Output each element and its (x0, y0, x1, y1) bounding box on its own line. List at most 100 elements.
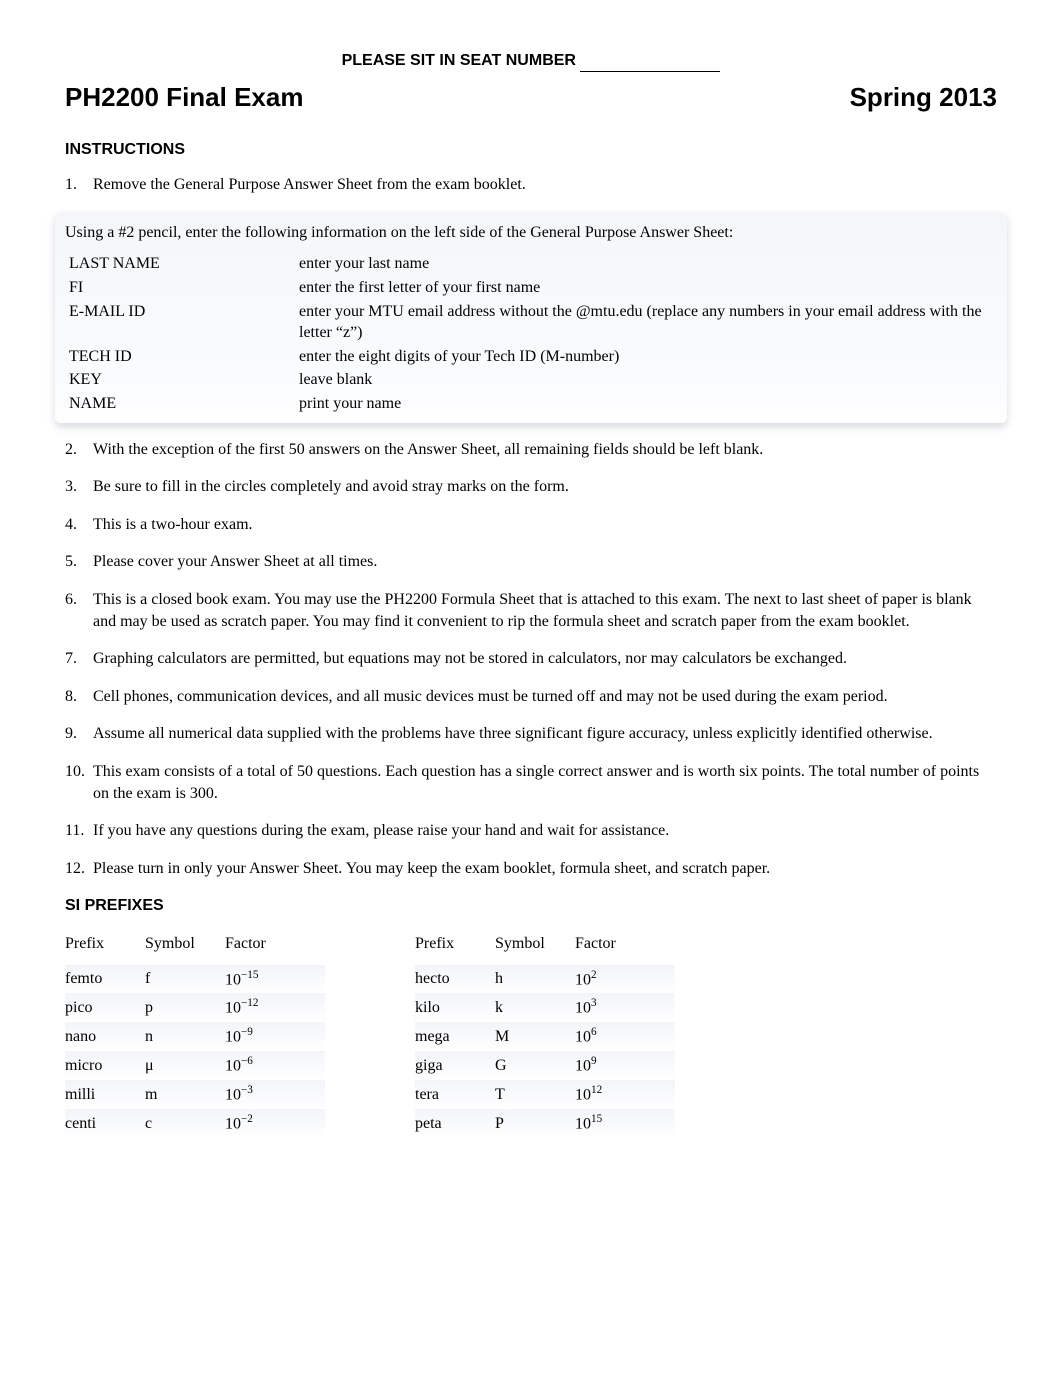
title-row: PH2200 Final Exam Spring 2013 (65, 80, 997, 115)
table-header-row: Prefix Symbol Factor (415, 931, 675, 965)
cell-prefix: milli (65, 1080, 145, 1109)
cell-symbol: c (145, 1109, 225, 1138)
si-prefix-table-left: Prefix Symbol Factor femto f 10−15 pico … (65, 931, 325, 1138)
factor-base: 10 (575, 1115, 591, 1132)
cell-prefix: nano (65, 1022, 145, 1051)
cell-factor: 10−6 (225, 1051, 325, 1080)
field-label: NAME (69, 393, 299, 415)
seat-number-blank (580, 71, 720, 72)
cell-symbol: n (145, 1022, 225, 1051)
cell-factor: 10−9 (225, 1022, 325, 1051)
cell-factor: 10−12 (225, 993, 325, 1022)
instruction-item: This exam consists of a total of 50 ques… (65, 761, 997, 804)
cell-factor: 109 (575, 1051, 675, 1080)
cell-prefix: giga (415, 1051, 495, 1080)
instruction-text: Be sure to fill in the circles completel… (93, 478, 569, 495)
field-desc: enter the first letter of your first nam… (299, 277, 997, 299)
field-label: E-MAIL ID (69, 301, 299, 344)
instruction-text: This is a closed book exam. You may use … (93, 591, 972, 630)
table-row: peta P 1015 (415, 1109, 675, 1138)
si-prefixes-heading: SI PREFIXES (65, 895, 997, 917)
factor-base: 10 (225, 971, 241, 988)
field-desc: enter your MTU email address without the… (299, 301, 997, 344)
table-row: nano n 10−9 (65, 1022, 325, 1051)
cell-prefix: pico (65, 993, 145, 1022)
seat-label: PLEASE SIT IN SEAT NUMBER (342, 52, 576, 69)
instruction-text: With the exception of the first 50 answe… (93, 441, 763, 458)
instruction-text: Please turn in only your Answer Sheet. Y… (93, 860, 770, 877)
cell-factor: 10−3 (225, 1080, 325, 1109)
instruction-text: Cell phones, communication devices, and … (93, 688, 888, 705)
field-row: FI enter the first letter of your first … (69, 277, 997, 299)
field-table: LAST NAME enter your last name FI enter … (69, 253, 997, 414)
cell-prefix: tera (415, 1080, 495, 1109)
field-row: KEY leave blank (69, 369, 997, 391)
table-row: milli m 10−3 (65, 1080, 325, 1109)
instruction-item: Remove the General Purpose Answer Sheet … (65, 174, 997, 196)
instruction-item: Using a #2 pencil, enter the following i… (65, 222, 997, 415)
table-header-row: Prefix Symbol Factor (65, 931, 325, 965)
factor-base: 10 (225, 1087, 241, 1104)
factor-base: 10 (225, 1115, 241, 1132)
factor-base: 10 (575, 1029, 591, 1046)
table-row: micro μ 10−6 (65, 1051, 325, 1080)
cell-symbol: p (145, 993, 225, 1022)
col-header-symbol: Symbol (145, 931, 225, 965)
instruction-item: Cell phones, communication devices, and … (65, 686, 997, 708)
factor-exp: −9 (241, 1026, 253, 1038)
instruction-text: This exam consists of a total of 50 ques… (93, 763, 979, 802)
si-prefix-table-right: Prefix Symbol Factor hecto h 102 kilo k … (415, 931, 675, 1138)
factor-base: 10 (225, 1000, 241, 1017)
cell-prefix: micro (65, 1051, 145, 1080)
instruction-item: This is a two-hour exam. (65, 514, 997, 536)
instruction-item: With the exception of the first 50 answe… (65, 439, 997, 461)
instruction-text: Assume all numerical data supplied with … (93, 725, 933, 742)
cell-prefix: peta (415, 1109, 495, 1138)
factor-exp: 6 (591, 1026, 597, 1038)
cell-factor: 102 (575, 965, 675, 994)
cell-symbol: G (495, 1051, 575, 1080)
cell-prefix: femto (65, 965, 145, 994)
cell-factor: 103 (575, 993, 675, 1022)
cell-prefix: mega (415, 1022, 495, 1051)
cell-factor: 10−15 (225, 965, 325, 994)
instruction-item: Please cover your Answer Sheet at all ti… (65, 551, 997, 573)
instruction-text: This is a two-hour exam. (93, 516, 253, 533)
cell-prefix: hecto (415, 965, 495, 994)
col-header-symbol: Symbol (495, 931, 575, 965)
factor-exp: −12 (241, 997, 259, 1009)
col-header-prefix: Prefix (415, 931, 495, 965)
field-row: NAME print your name (69, 393, 997, 415)
term-title: Spring 2013 (850, 80, 997, 115)
field-label: KEY (69, 369, 299, 391)
cell-symbol: h (495, 965, 575, 994)
instruction-item: Assume all numerical data supplied with … (65, 723, 997, 745)
factor-base: 10 (225, 1058, 241, 1075)
instruction-text: Graphing calculators are permitted, but … (93, 650, 847, 667)
cell-symbol: μ (145, 1051, 225, 1080)
table-row: hecto h 102 (415, 965, 675, 994)
instruction-item: Graphing calculators are permitted, but … (65, 648, 997, 670)
cell-symbol: m (145, 1080, 225, 1109)
instruction-item: This is a closed book exam. You may use … (65, 589, 997, 632)
table-row: femto f 10−15 (65, 965, 325, 994)
factor-base: 10 (575, 971, 591, 988)
cell-symbol: M (495, 1022, 575, 1051)
cell-prefix: kilo (415, 993, 495, 1022)
col-header-prefix: Prefix (65, 931, 145, 965)
table-row: kilo k 103 (415, 993, 675, 1022)
field-row: TECH ID enter the eight digits of your T… (69, 346, 997, 368)
table-row: centi c 10−2 (65, 1109, 325, 1138)
cell-symbol: T (495, 1080, 575, 1109)
cell-symbol: f (145, 965, 225, 994)
table-row: mega M 106 (415, 1022, 675, 1051)
field-desc: print your name (299, 393, 997, 415)
instructions-heading: INSTRUCTIONS (65, 139, 997, 161)
factor-exp: 9 (591, 1055, 597, 1067)
instruction-item: Please turn in only your Answer Sheet. Y… (65, 858, 997, 880)
cell-symbol: P (495, 1109, 575, 1138)
col-header-factor: Factor (225, 931, 325, 965)
instruction-text: Please cover your Answer Sheet at all ti… (93, 553, 377, 570)
table-row: tera T 1012 (415, 1080, 675, 1109)
cell-factor: 1012 (575, 1080, 675, 1109)
